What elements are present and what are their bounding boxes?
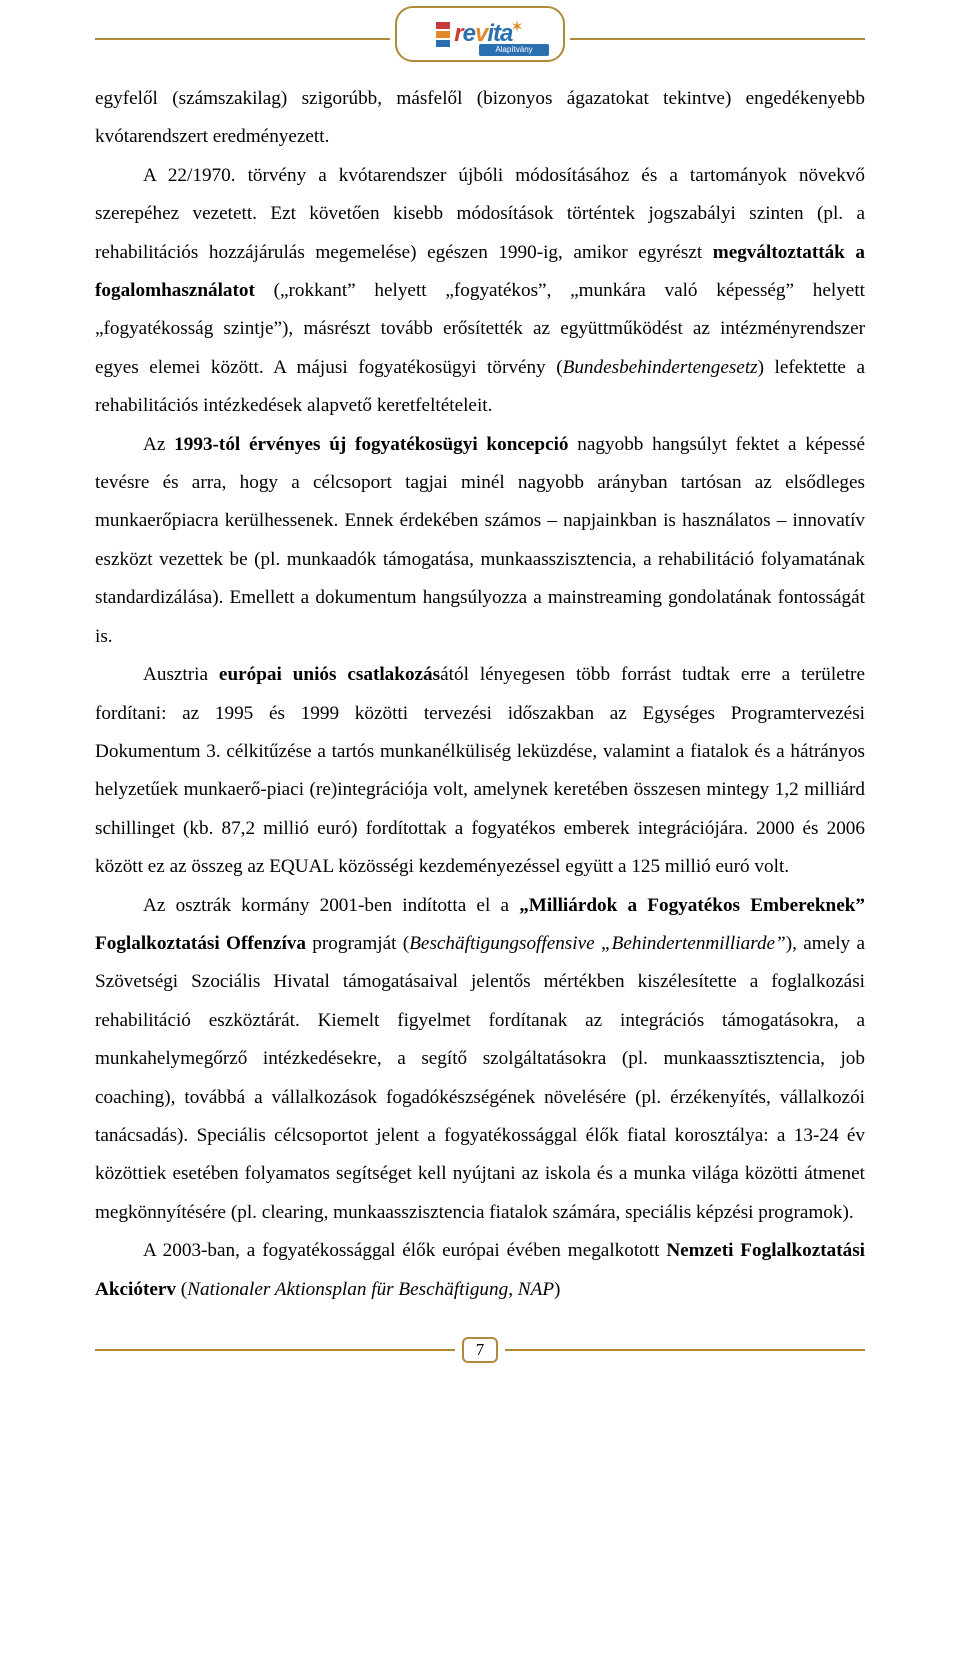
page-footer: 7 — [95, 1333, 865, 1373]
logo-letter-v: v — [475, 20, 487, 47]
page-header: revita ✶ Alapítvány — [95, 0, 865, 60]
p4-c: ától lényegesen több forrást tudtak erre… — [95, 664, 865, 877]
logo-subtitle: Alapítvány — [479, 44, 549, 56]
p3-b: 1993-tól érvényes új fogyatékosügyi konc… — [174, 434, 568, 455]
logo-letter-e: e — [463, 20, 475, 47]
logo-letters-ita: ita — [487, 20, 512, 47]
paragraph-4: Ausztria európai uniós csatlakozásától l… — [95, 656, 865, 886]
p5-c: programját ( — [306, 933, 409, 954]
p6-d: Nationaler Aktionsplan für Beschäftigung… — [187, 1279, 554, 1300]
p3-c: nagyobb hangsúlyt fektet a képessé tevés… — [95, 434, 865, 647]
footer-rule-left — [95, 1349, 455, 1351]
p1-text: egyfelől (számszakilag) szigorúbb, másfe… — [95, 88, 865, 147]
p6-c: ( — [176, 1279, 187, 1300]
logo-star-icon: ✶ — [510, 17, 523, 37]
logo-bar-red — [436, 22, 450, 29]
logo-letter-r: r — [454, 20, 462, 47]
paragraph-6: A 2003-ban, a fogyatékossággal élők euró… — [95, 1232, 865, 1309]
p5-d: Beschäftigungsoffensive „Behindertenmill… — [409, 933, 786, 954]
paragraph-1: egyfelől (számszakilag) szigorúbb, másfe… — [95, 80, 865, 157]
logo: revita ✶ Alapítvány — [395, 6, 565, 62]
logo-bar-blue — [436, 40, 450, 47]
p4-b: európai uniós csatlakozás — [219, 664, 440, 685]
page-number: 7 — [462, 1337, 498, 1363]
footer-rule-right — [505, 1349, 865, 1351]
p5-e: ), amely a Szövetségi Szociális Hivatal … — [95, 933, 865, 1223]
p5-a: Az osztrák kormány 2001-ben indította el… — [143, 895, 519, 916]
p3-a: Az — [143, 434, 174, 455]
logo-bars — [436, 22, 450, 47]
logo-bar-orange — [436, 31, 450, 38]
header-rule-left — [95, 38, 390, 40]
body-text: egyfelől (számszakilag) szigorúbb, másfe… — [95, 80, 865, 1309]
p6-a: A 2003-ban, a fogyatékossággal élők euró… — [143, 1240, 666, 1261]
paragraph-5: Az osztrák kormány 2001-ben indította el… — [95, 887, 865, 1233]
p2-d: Bundesbehindertengesetz — [563, 357, 758, 378]
document-page: revita ✶ Alapítvány egyfelől (számszakil… — [0, 0, 960, 1413]
p6-e: ) — [554, 1279, 560, 1300]
p4-a: Ausztria — [143, 664, 219, 685]
paragraph-3: Az 1993-tól érvényes új fogyatékosügyi k… — [95, 426, 865, 656]
header-rule-right — [570, 38, 865, 40]
paragraph-2: A 22/1970. törvény a kvótarendszer újból… — [95, 157, 865, 426]
